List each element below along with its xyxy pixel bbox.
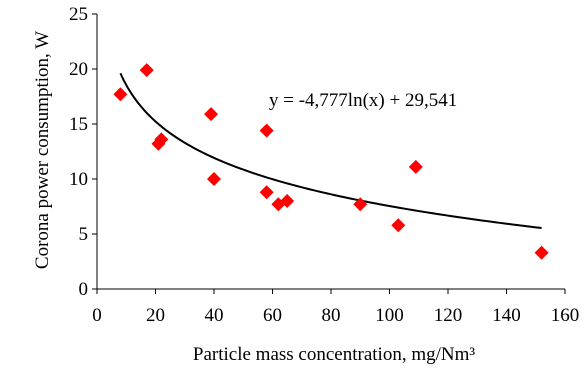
- data-point: [207, 172, 221, 186]
- y-tick-label: 15: [69, 114, 88, 135]
- data-point: [259, 185, 274, 200]
- axes: [92, 13, 566, 294]
- data-point: [408, 159, 423, 174]
- data-point: [139, 63, 154, 78]
- x-tick-label: 160: [551, 305, 580, 326]
- data-point: [353, 197, 368, 212]
- trendline: [119, 72, 542, 230]
- x-tick-label: 100: [375, 305, 404, 326]
- y-tick-label: 10: [69, 169, 88, 190]
- data-point: [280, 194, 295, 208]
- data-point: [113, 87, 128, 102]
- data-point: [154, 132, 169, 147]
- x-tick-label: 80: [322, 305, 341, 326]
- x-tick-label: 0: [92, 305, 102, 326]
- y-tick-label: 0: [79, 279, 89, 300]
- y-tick-label: 25: [69, 4, 88, 25]
- y-tick-label: 5: [79, 224, 89, 245]
- data-points: [113, 63, 549, 260]
- x-tick-label: 20: [146, 305, 165, 326]
- x-tick-label: 120: [434, 305, 463, 326]
- x-tick-label: 40: [205, 305, 224, 326]
- x-axis-title: Particle mass concentration, mg/Nm³: [193, 344, 475, 365]
- data-point: [259, 123, 274, 138]
- y-axis-title: Corona power consumption, W: [32, 31, 53, 269]
- y-tick-labels: 0 5 10 15 20 25: [69, 4, 88, 300]
- x-tick-label: 60: [263, 305, 282, 326]
- x-tick-label: 140: [492, 305, 521, 326]
- data-point: [391, 218, 406, 233]
- data-point: [534, 245, 549, 260]
- data-point: [204, 107, 219, 122]
- trendline-equation: y = -4,777ln(x) + 29,541: [269, 90, 457, 111]
- x-tick-labels: 0 20 40 60 80 100 120 140 160: [92, 305, 579, 326]
- y-tick-label: 20: [69, 59, 88, 80]
